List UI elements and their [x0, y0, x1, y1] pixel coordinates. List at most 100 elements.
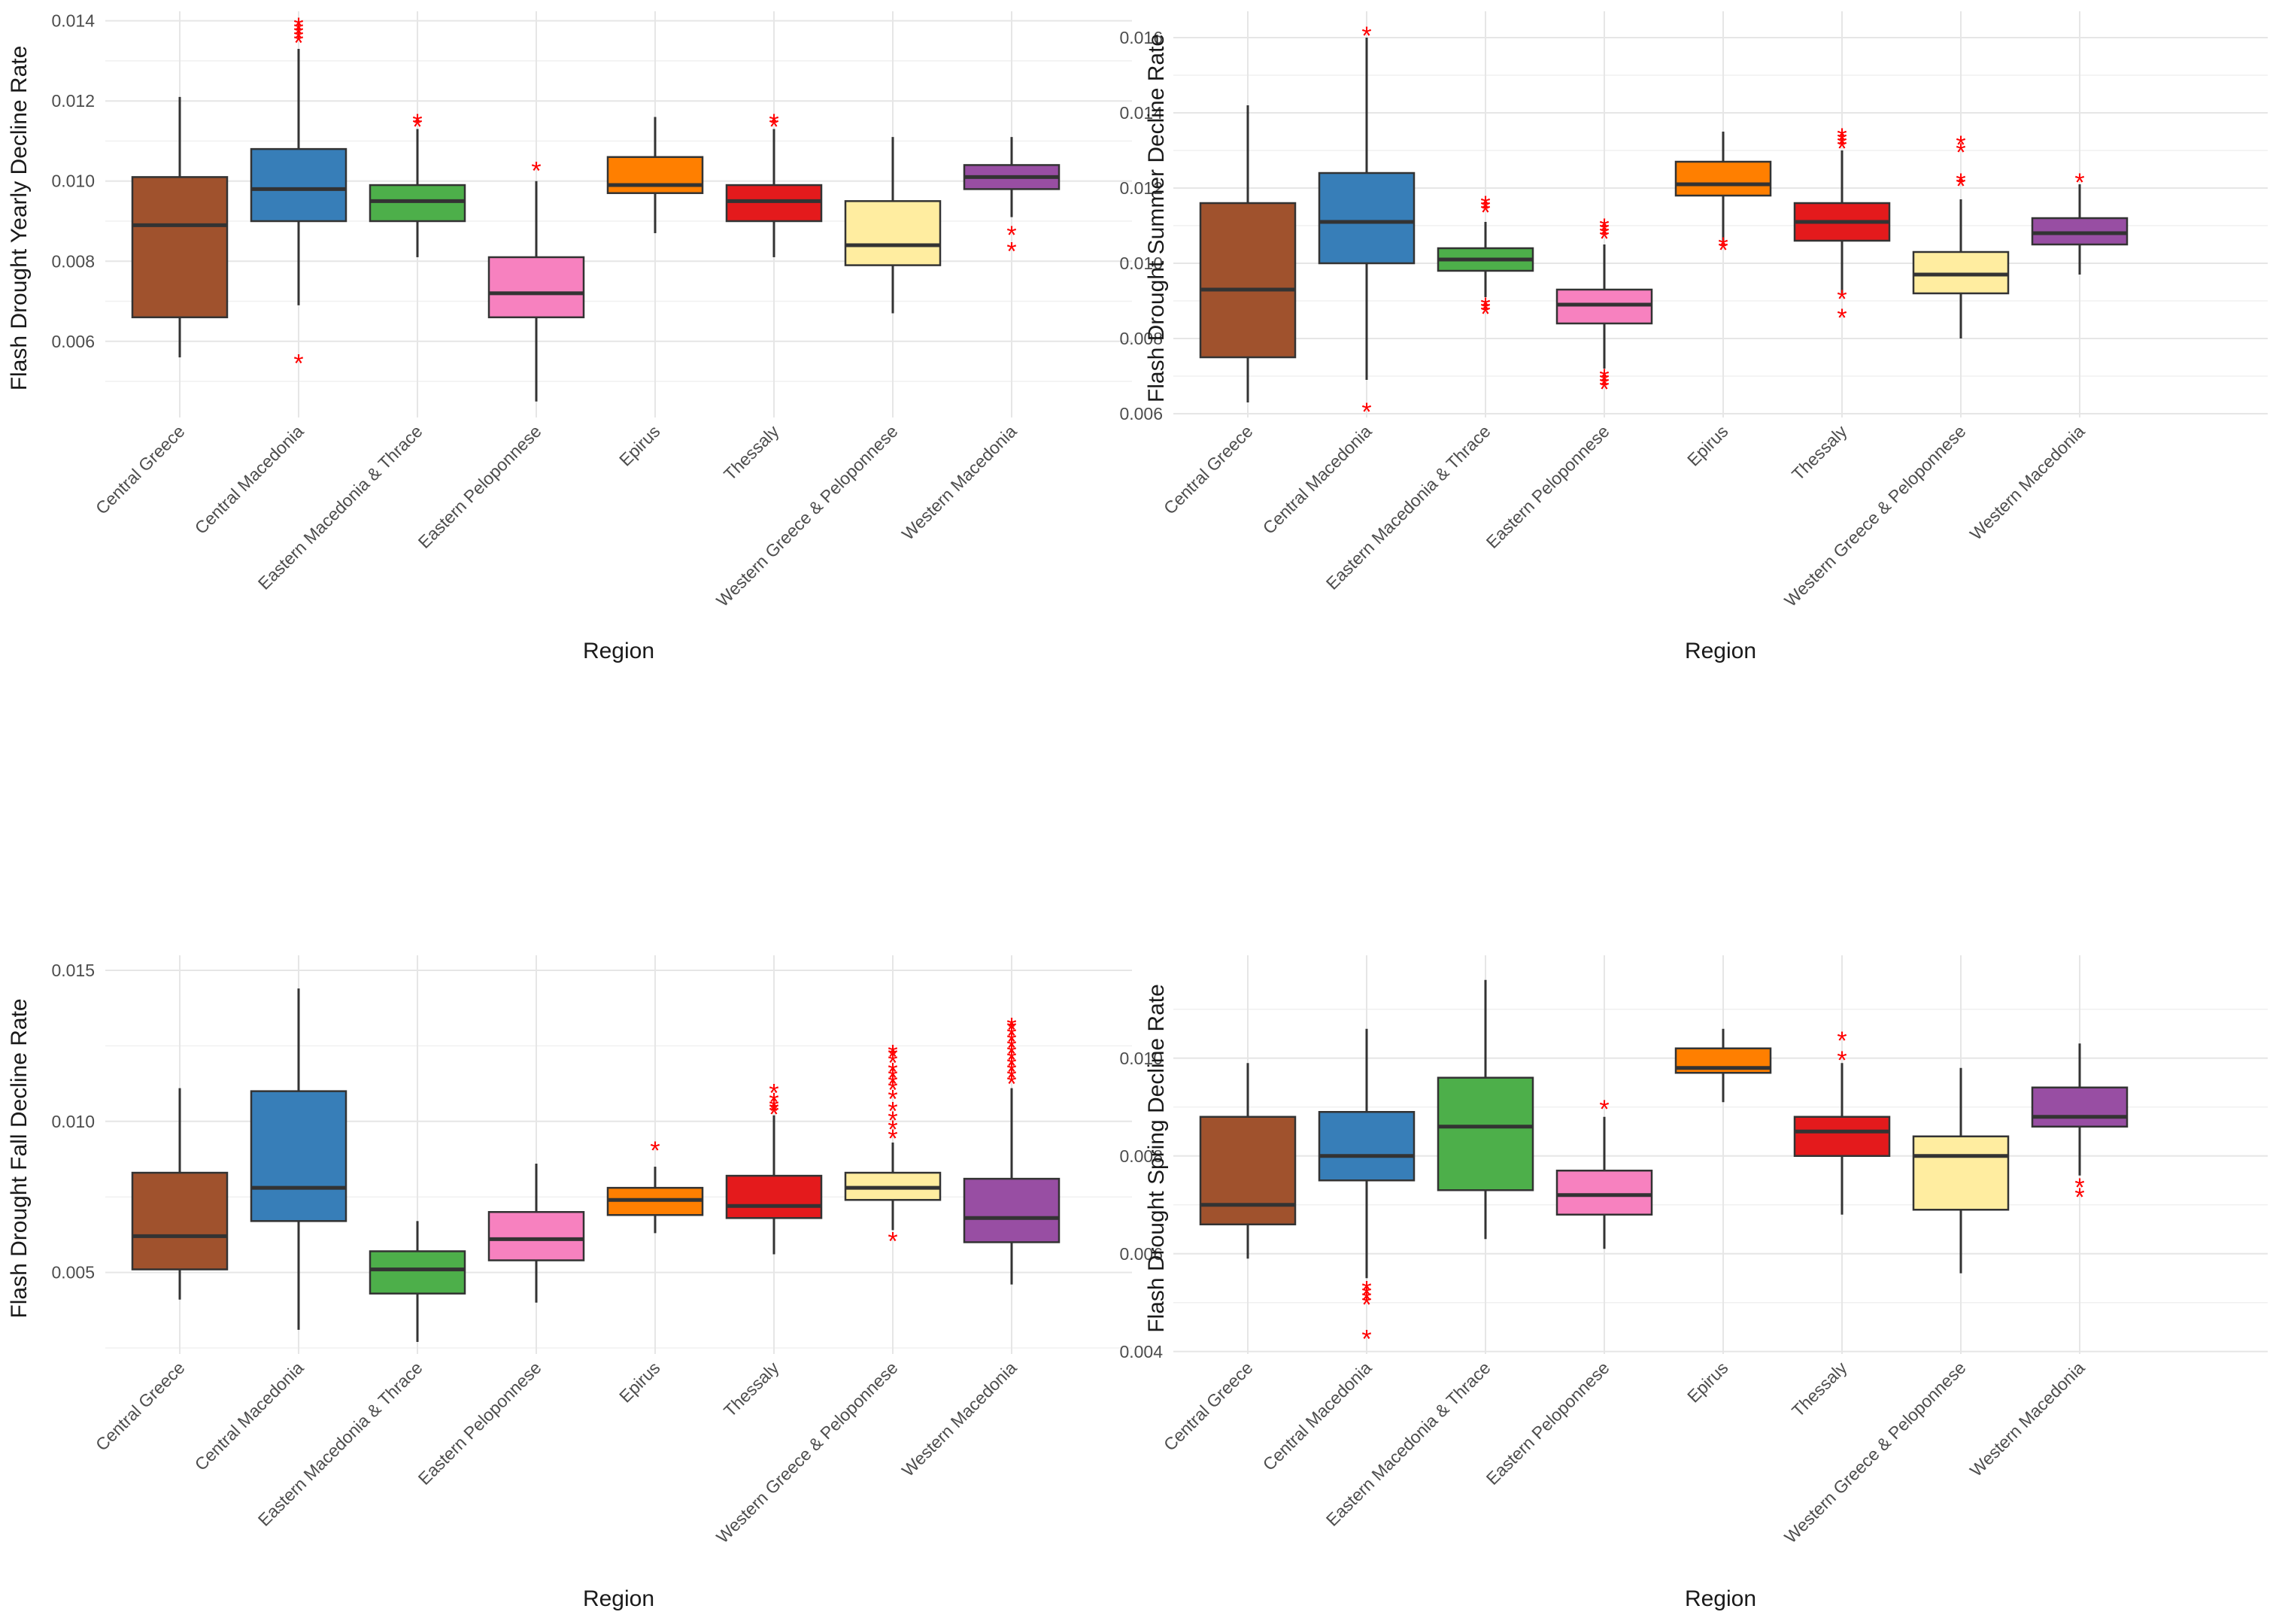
outlier-point: * [1361, 1281, 1371, 1310]
box-western-greece-peloponnese [1912, 1067, 2010, 1273]
outlier-point: * [888, 1058, 897, 1087]
box-central-macedonia [250, 988, 347, 1330]
iqr-box [1199, 1116, 1297, 1225]
y-axis-title: Flash Drought Fall Decline Rate [7, 998, 32, 1318]
outlier-point: * [1006, 221, 1016, 250]
outlier-point: * [1956, 131, 1965, 159]
y-tick-label: 0.008 [51, 251, 95, 271]
iqr-box [1912, 1135, 2010, 1211]
iqr-box [487, 256, 585, 319]
outlier-point: * [1006, 1012, 1016, 1041]
outlier-point: * [769, 1097, 778, 1126]
iqr-box [725, 184, 823, 223]
outlier-point: * [1599, 1095, 1609, 1124]
outlier-point: * [769, 1094, 778, 1123]
outlier-point: * [1006, 1034, 1016, 1062]
iqr-box [1555, 1170, 1653, 1216]
outlier-point: * [888, 1064, 897, 1093]
box-eastern-peloponnese: * [1555, 1095, 1653, 1249]
box-central-greece [131, 1088, 229, 1300]
x-axis-title: Region [1685, 1586, 1756, 1611]
box-epirus [1674, 1028, 1772, 1103]
outlier-point: * [888, 1070, 897, 1099]
box-western-greece-peloponnese [844, 137, 942, 314]
box-western-macedonia: ** [963, 137, 1061, 266]
y-tick-label: 0.010 [51, 172, 95, 191]
y-tick-label: 0.016 [1119, 28, 1163, 47]
outlier-point: * [1480, 199, 1490, 227]
outlier-point: * [888, 1106, 897, 1135]
iqr-box [2031, 1086, 2129, 1128]
box-eastern-macedonia-thrace: ****** [1437, 191, 1534, 329]
outlier-point: * [1006, 1040, 1016, 1068]
box-eastern-peloponnese: ******** [1555, 214, 1653, 404]
y-tick-label: 0.006 [1119, 404, 1163, 423]
outlier-point: * [1006, 1064, 1016, 1093]
y-tick-label: 0.006 [1119, 1244, 1163, 1264]
outlier-point: * [2074, 1173, 2084, 1202]
iqr-box [369, 184, 466, 223]
outlier-point: * [1956, 172, 1965, 201]
x-axis-title: Region [583, 1586, 654, 1611]
outlier-point: * [1599, 225, 1609, 253]
outlier-point: * [2074, 168, 2084, 197]
outlier-point: * [1956, 168, 1965, 197]
outlier-point: * [293, 349, 303, 378]
outlier-point: * [769, 1088, 778, 1117]
box-epirus: * [606, 1137, 704, 1234]
outlier-point: * [1599, 375, 1609, 404]
iqr-box [1199, 202, 1297, 359]
outlier-point: * [531, 157, 541, 186]
box-central-macedonia: ** [1318, 22, 1416, 426]
outlier-point: * [888, 1040, 897, 1068]
iqr-box [487, 1211, 585, 1261]
outlier-point: * [1361, 1291, 1371, 1319]
outlier-point: * [888, 1116, 897, 1144]
outlier-point: * [1718, 232, 1728, 261]
y-tick-label: 0.012 [1119, 178, 1163, 198]
box-western-greece-peloponnese: **** [1912, 131, 2010, 338]
y-axis-title: Flash Drought Yearly Decline Rate [7, 46, 32, 391]
box-epirus: ** [1674, 132, 1772, 265]
iqr-box [963, 1177, 1061, 1243]
outlier-point: * [412, 113, 422, 141]
iqr-box [131, 176, 229, 319]
outlier-point: * [293, 29, 303, 57]
box-western-macedonia: * [2031, 168, 2129, 275]
outlier-point: * [1480, 191, 1490, 220]
outlier-point: * [888, 1049, 897, 1078]
outlier-point: * [1006, 1070, 1016, 1099]
outlier-point: * [1006, 1021, 1016, 1050]
iqr-box [606, 156, 704, 194]
iqr-box [1318, 1111, 1416, 1182]
outlier-point: * [1599, 368, 1609, 396]
outlier-point: * [1006, 1015, 1016, 1044]
box-eastern-macedonia-thrace [1437, 979, 1534, 1240]
outlier-point: * [1837, 131, 1847, 159]
y-tick-label: 0.008 [1119, 329, 1163, 348]
box-central-greece [1199, 105, 1297, 402]
outlier-point: * [1480, 293, 1490, 321]
outlier-point: * [293, 25, 303, 53]
outlier-point: * [1837, 304, 1847, 332]
outlier-point: * [1837, 127, 1847, 156]
box-eastern-macedonia-thrace: ** [369, 109, 466, 257]
box-central-macedonia: ***** [1318, 1028, 1416, 1353]
iqr-box [250, 1090, 347, 1222]
iqr-box [725, 1174, 823, 1219]
y-tick-label: 0.014 [51, 11, 95, 31]
outlier-point: * [1006, 1052, 1016, 1081]
outlier-point: * [888, 1085, 897, 1114]
outlier-point: * [1006, 1058, 1016, 1087]
box-thessaly: ****** [1793, 123, 1891, 332]
outlier-point: * [1718, 236, 1728, 265]
iqr-box [369, 1250, 466, 1295]
outlier-point: * [888, 1076, 897, 1105]
outlier-point: * [1837, 123, 1847, 152]
y-tick-label: 0.010 [51, 1112, 95, 1131]
outlier-point: * [888, 1097, 897, 1126]
box-central-macedonia: ****** [250, 13, 347, 378]
outlier-point: * [769, 1079, 778, 1108]
outlier-point: * [769, 113, 778, 141]
